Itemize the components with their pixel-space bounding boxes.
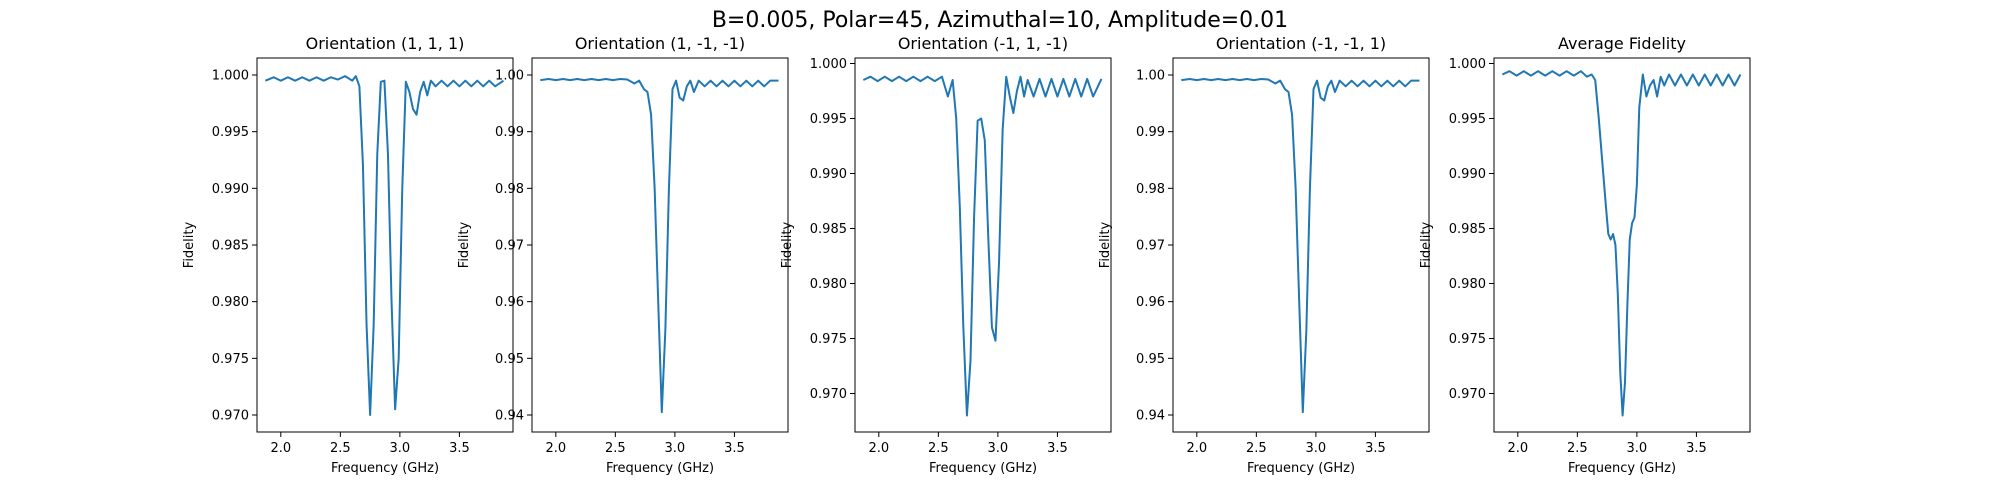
y-axis-label: Fidelity xyxy=(457,221,472,268)
x-tick-label: 2.5 xyxy=(605,441,626,456)
y-tick-label: 0.95 xyxy=(1136,352,1165,367)
x-tick-label: 2.5 xyxy=(1567,441,1588,456)
x-axis-label: Frequency (GHz) xyxy=(1247,461,1355,476)
x-axis-label: Frequency (GHz) xyxy=(1568,461,1676,476)
y-tick-label: 0.980 xyxy=(810,277,847,292)
panel-title: Average Fidelity xyxy=(1558,34,1686,53)
y-axis-label: Fidelity xyxy=(1419,221,1434,268)
x-axis-label: Frequency (GHz) xyxy=(331,461,439,476)
y-tick-label: 0.94 xyxy=(495,409,524,424)
panel-4: 2.0 2.5 3.0 3.5 0.94 0.95 0.96 0.97 0.98 0.99 1.00… xyxy=(1098,34,1430,476)
panel-3: 2.0 2.5 3.0 3.5 0.970 0.975 0.980 0.985 0.990 0.9… xyxy=(780,34,1112,476)
axes-frame xyxy=(854,57,1112,433)
y-tick-label: 0.995 xyxy=(810,112,847,127)
y-tick-label: 0.98 xyxy=(495,182,524,197)
x-tick-label: 3.5 xyxy=(724,441,745,456)
x-tick-label: 3.0 xyxy=(1306,441,1327,456)
y-tick-label: 0.975 xyxy=(212,352,249,367)
x-tick-label: 3.5 xyxy=(1686,441,1707,456)
series-line xyxy=(1501,70,1742,417)
panel-title: Orientation (-1, -1, 1) xyxy=(1216,34,1386,53)
panel-title: Orientation (1, 1, 1) xyxy=(306,34,465,53)
y-tick-label: 0.990 xyxy=(810,167,847,182)
x-tick-label: 2.0 xyxy=(270,441,291,456)
x-axis-label: Frequency (GHz) xyxy=(929,461,1037,476)
y-tick-label: 0.96 xyxy=(1136,295,1165,310)
figure-suptitle: B=0.005, Polar=45, Azimuthal=10, Amplitu… xyxy=(712,8,1288,33)
y-tick-label: 0.970 xyxy=(212,409,249,424)
x-axis-label: Frequency (GHz) xyxy=(606,461,714,476)
y-tick-label: 0.985 xyxy=(810,222,847,237)
panel-title: Orientation (-1, 1, -1) xyxy=(898,34,1068,53)
x-tick-label: 2.0 xyxy=(868,441,889,456)
y-tick-label: 0.980 xyxy=(1449,277,1486,292)
y-tick-label: 0.975 xyxy=(810,332,847,347)
y-tick-label: 0.94 xyxy=(1136,409,1165,424)
y-tick-label: 0.985 xyxy=(1449,222,1486,237)
x-tick-label: 3.0 xyxy=(665,441,686,456)
series-line xyxy=(1181,77,1420,414)
x-tick-label: 3.5 xyxy=(1047,441,1068,456)
y-tick-label: 0.97 xyxy=(495,239,524,254)
panel-1: 2.0 2.5 3.0 3.5 0.970 0.975 0.980 0.985 0.990 0.9… xyxy=(182,34,514,476)
y-axis-label: Fidelity xyxy=(1098,221,1113,268)
y-tick-label: 0.980 xyxy=(212,295,249,310)
y-tick-label: 0.990 xyxy=(212,182,249,197)
x-tick-label: 3.5 xyxy=(1365,441,1386,456)
y-tick-label: 0.98 xyxy=(1136,182,1165,197)
series-line xyxy=(264,75,505,416)
y-tick-label: 0.995 xyxy=(212,125,249,140)
y-axis-label: Fidelity xyxy=(780,221,795,268)
y-tick-label: 0.95 xyxy=(495,352,524,367)
x-tick-label: 3.0 xyxy=(988,441,1009,456)
y-axis-label: Fidelity xyxy=(182,221,197,268)
y-tick-label: 0.990 xyxy=(1449,167,1486,182)
x-tick-label: 2.0 xyxy=(1186,441,1207,456)
y-tick-label: 0.99 xyxy=(495,125,524,140)
panel-2: 2.0 2.5 3.0 3.5 0.94 0.95 0.96 0.97 0.98 0.99 1.00… xyxy=(457,34,789,476)
series-line xyxy=(540,77,779,414)
y-tick-label: 1.000 xyxy=(1449,57,1486,72)
y-tick-label: 0.985 xyxy=(212,239,249,254)
x-tick-label: 2.0 xyxy=(545,441,566,456)
y-tick-label: 0.970 xyxy=(1449,387,1486,402)
x-tick-label: 2.5 xyxy=(1246,441,1267,456)
x-tick-label: 3.0 xyxy=(1627,441,1648,456)
y-tick-label: 1.00 xyxy=(1136,69,1165,84)
y-tick-label: 0.96 xyxy=(495,295,524,310)
x-tick-label: 3.0 xyxy=(390,441,411,456)
series-line xyxy=(862,75,1103,417)
y-tick-label: 0.970 xyxy=(810,387,847,402)
x-tick-label: 2.0 xyxy=(1507,441,1528,456)
panel-title: Orientation (1, -1, -1) xyxy=(575,34,745,53)
y-tick-label: 0.97 xyxy=(1136,239,1165,254)
axes-frame xyxy=(1493,57,1751,433)
y-tick-label: 0.995 xyxy=(1449,112,1486,127)
y-tick-label: 1.000 xyxy=(810,57,847,72)
y-tick-label: 0.99 xyxy=(1136,125,1165,140)
y-tick-label: 1.000 xyxy=(212,69,249,84)
panel-5: 2.0 2.5 3.0 3.5 0.970 0.975 0.980 0.985 0.990 0.9… xyxy=(1419,34,1751,476)
y-tick-label: 1.00 xyxy=(495,69,524,84)
x-tick-label: 2.5 xyxy=(330,441,351,456)
y-tick-label: 0.975 xyxy=(1449,332,1486,347)
x-tick-label: 2.5 xyxy=(928,441,949,456)
x-tick-label: 3.5 xyxy=(449,441,470,456)
